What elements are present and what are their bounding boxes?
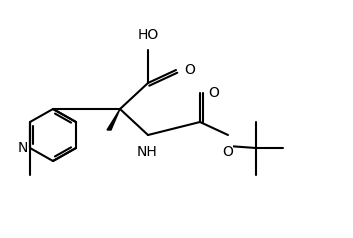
- Text: O: O: [208, 86, 219, 100]
- Text: O: O: [222, 145, 233, 159]
- Text: HO: HO: [137, 28, 158, 42]
- Text: O: O: [184, 63, 195, 77]
- Polygon shape: [107, 109, 120, 130]
- Text: NH: NH: [137, 145, 157, 159]
- Text: N: N: [18, 141, 28, 155]
